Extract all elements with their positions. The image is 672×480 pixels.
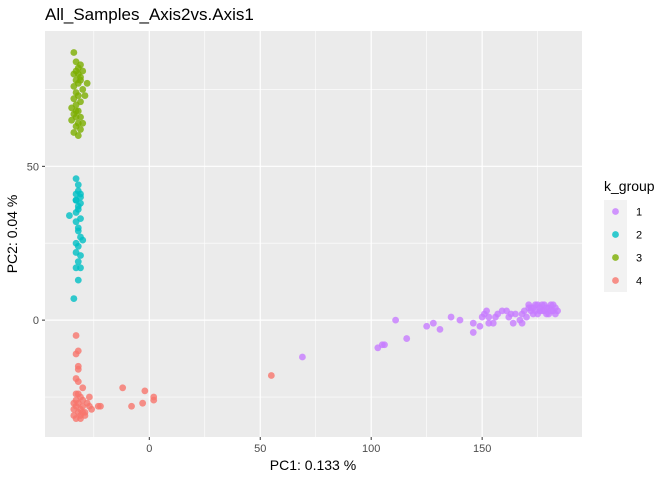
data-point-group-4 (79, 408, 87, 416)
data-point-group-4 (72, 332, 80, 339)
data-point-group-1 (447, 313, 455, 321)
data-point-group-3 (81, 92, 89, 99)
data-point-group-2 (70, 295, 78, 302)
data-point-group-3 (72, 107, 80, 115)
data-point-group-3 (70, 49, 78, 56)
data-point-group-2 (72, 196, 80, 204)
x-tick-label: 100 (362, 443, 380, 455)
data-point-group-1 (540, 301, 548, 309)
legend-keys: 1 2 3 4 (604, 200, 642, 292)
y-axis-title: PC2: 0.04 % (4, 195, 20, 274)
data-point-group-4 (70, 399, 78, 407)
y-tick-label: 0 (33, 315, 39, 327)
data-point-group-3 (70, 82, 78, 90)
data-point-group-1 (523, 313, 530, 321)
data-point-group-3 (74, 132, 82, 139)
data-point-group-1 (299, 353, 306, 361)
data-point-group-1 (485, 313, 493, 321)
y-tick-label: 50 (27, 161, 39, 173)
data-point-group-3 (79, 86, 87, 93)
data-point-group-3 (70, 95, 78, 103)
data-point-group-1 (392, 316, 400, 324)
data-point-group-3 (79, 119, 87, 127)
data-point-group-1 (489, 319, 497, 327)
data-point-group-1 (469, 329, 477, 336)
data-point-group-4 (85, 393, 93, 401)
x-tick-label: 50 (254, 443, 266, 455)
data-point-group-2 (77, 190, 84, 198)
data-point-group-1 (476, 322, 484, 330)
legend-key-symbol (612, 208, 619, 215)
data-point-group-2 (74, 276, 82, 284)
data-point-group-1 (512, 310, 519, 318)
data-point-group-3 (83, 79, 91, 87)
data-point-group-2 (72, 218, 80, 226)
data-point-group-4 (74, 365, 82, 373)
data-points (66, 49, 561, 422)
legend-label-group-4: 4 (636, 276, 642, 288)
legend-key-symbol (612, 231, 619, 238)
legend-label-group-3: 3 (636, 253, 642, 265)
data-point-group-2 (74, 181, 82, 189)
data-point-group-4 (70, 405, 78, 413)
data-point-group-4 (74, 347, 82, 355)
data-point-group-3 (79, 67, 87, 75)
x-tick-label: 0 (146, 443, 152, 455)
data-point-group-4 (128, 402, 135, 410)
data-point-group-2 (74, 258, 82, 266)
legend-title: k_group (604, 178, 655, 194)
data-point-group-3 (77, 126, 84, 133)
data-point-group-4 (85, 402, 93, 410)
legend: k_group 1 2 3 4 (604, 178, 655, 292)
data-point-group-1 (483, 307, 490, 315)
y-axis-ticks: 0 50 (27, 161, 45, 327)
data-point-group-4 (267, 372, 275, 379)
data-point-group-1 (509, 319, 517, 327)
data-point-group-1 (403, 335, 411, 342)
data-point-group-4 (94, 402, 102, 410)
x-axis-ticks: 0 50 100 150 (146, 437, 491, 455)
data-point-group-2 (77, 252, 84, 259)
data-point-group-2 (79, 236, 87, 244)
data-point-group-4 (72, 375, 80, 382)
data-point-group-2 (66, 212, 73, 219)
data-point-group-4 (141, 387, 149, 395)
data-point-group-1 (547, 307, 555, 315)
data-point-group-1 (525, 301, 533, 309)
data-point-group-2 (74, 227, 82, 235)
legend-key-symbol (612, 277, 619, 284)
legend-label-group-1: 1 (636, 207, 642, 219)
data-point-group-3 (68, 116, 76, 124)
legend-key-symbol (612, 254, 619, 261)
data-point-group-1 (469, 319, 477, 327)
data-point-group-1 (429, 319, 437, 327)
data-point-group-2 (72, 209, 80, 216)
minor-gridlines (45, 31, 582, 437)
plot-panel (45, 31, 582, 437)
data-point-group-4 (77, 415, 84, 422)
legend-label-group-2: 2 (636, 230, 642, 242)
data-point-group-1 (538, 307, 546, 315)
data-point-group-1 (381, 341, 388, 349)
x-axis-title: PC1: 0.133 % (270, 457, 356, 473)
data-point-group-4 (74, 390, 82, 398)
data-point-group-1 (436, 325, 444, 333)
data-point-group-1 (518, 319, 526, 327)
chart-title: All_Samples_Axis2vs.Axis1 (45, 5, 254, 24)
data-point-group-2 (77, 264, 84, 272)
data-point-group-1 (549, 301, 557, 309)
data-point-group-4 (79, 384, 87, 392)
data-point-group-1 (456, 316, 464, 324)
data-point-group-4 (119, 384, 127, 392)
data-point-group-2 (74, 242, 82, 250)
x-tick-label: 150 (473, 443, 491, 455)
data-point-group-4 (139, 399, 147, 407)
data-point-group-2 (72, 175, 80, 183)
data-point-group-4 (150, 396, 158, 404)
data-point-group-1 (423, 322, 431, 330)
